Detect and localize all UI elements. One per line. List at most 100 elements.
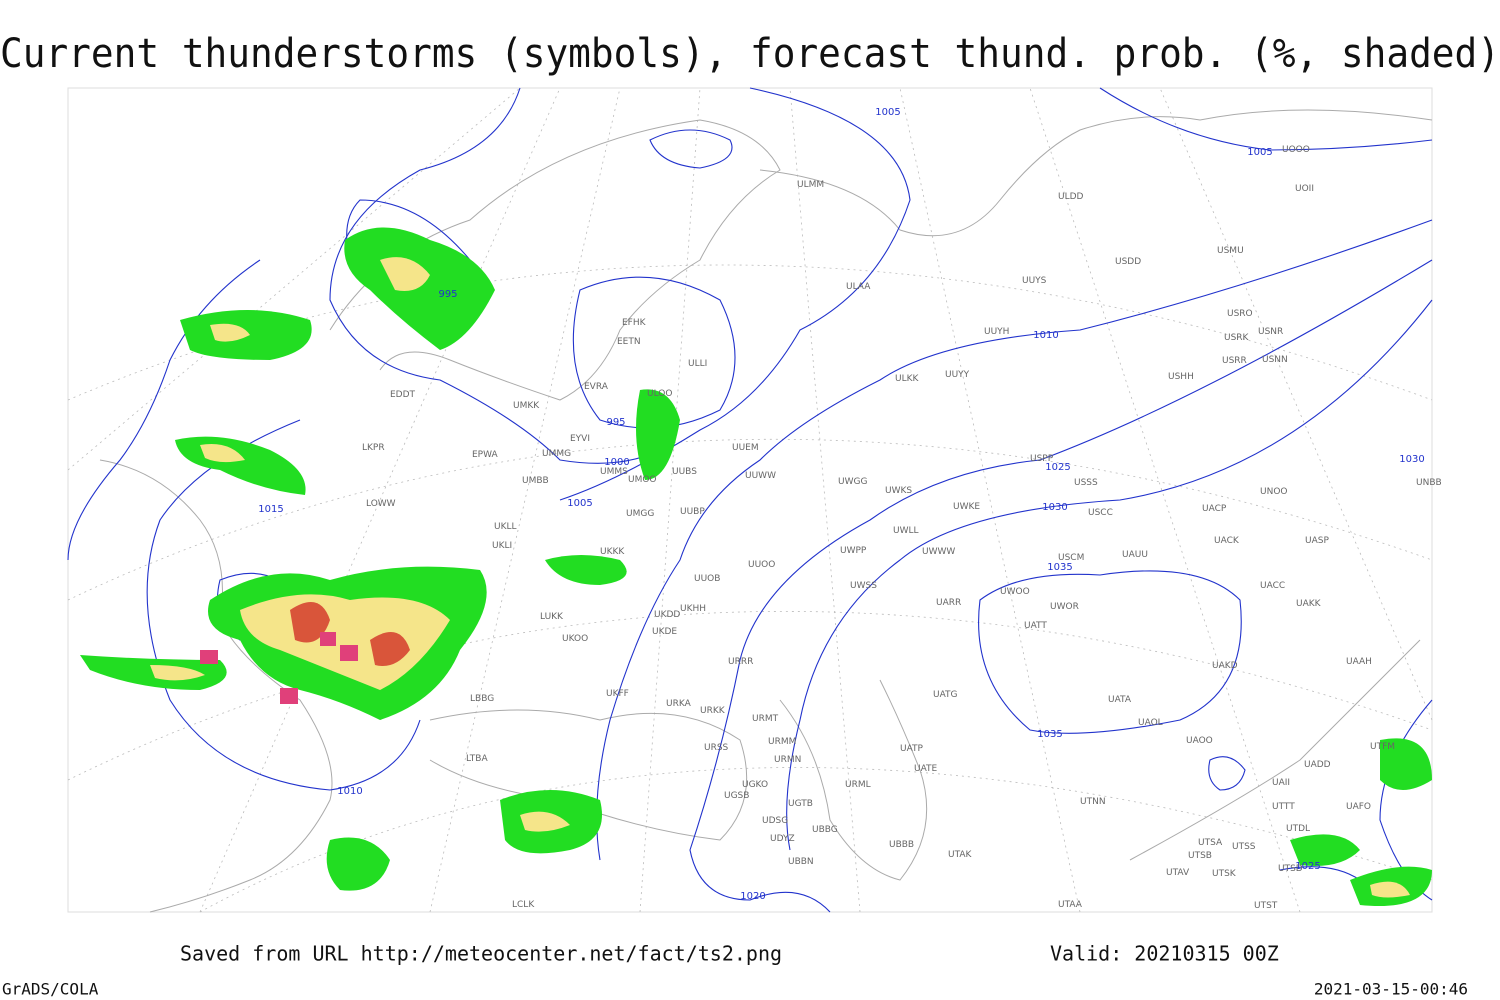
station-label: LOWW <box>366 499 396 509</box>
station-label: UWSS <box>850 581 877 591</box>
station-label: UUYH <box>984 327 1009 337</box>
isobar-label: 1015 <box>258 504 283 515</box>
station-label: USRO <box>1227 309 1253 319</box>
valid-time: Valid: 20210315 00Z <box>1050 942 1279 966</box>
station-label: UUOO <box>748 560 775 570</box>
isobar-label: 995 <box>438 289 457 300</box>
station-label: USDD <box>1115 257 1141 267</box>
isobar-label: 1010 <box>1033 330 1058 341</box>
station-label: ULOO <box>647 389 672 399</box>
station-label: UKDE <box>652 627 677 637</box>
station-label: UTDL <box>1286 824 1310 834</box>
station-label: UUYY <box>945 370 970 380</box>
station-label: UTSB <box>1188 851 1212 861</box>
station-label: UTAA <box>1058 900 1083 910</box>
station-label: UUBS <box>672 467 697 477</box>
station-label: UAKK <box>1296 599 1322 609</box>
isobar-label: 1025 <box>1295 861 1320 872</box>
station-label: UKLI <box>492 541 512 551</box>
isobar-label: 1030 <box>1042 502 1067 513</box>
station-label: UTNN <box>1080 797 1106 807</box>
station-label: USRK <box>1224 333 1250 343</box>
station-label: EETN <box>617 337 641 347</box>
thunderstorm-probability-shading <box>80 227 1432 906</box>
station-label: UWWW <box>922 547 955 557</box>
station-label: UGTB <box>788 799 813 809</box>
station-label: UWGG <box>838 477 867 487</box>
station-label: URMN <box>774 755 801 765</box>
station-label: UATP <box>900 744 924 754</box>
station-label: UDSG <box>762 816 788 826</box>
station-label: UARR <box>936 598 961 608</box>
station-label: URSS <box>704 743 729 753</box>
station-label: UAII <box>1272 778 1290 788</box>
station-label: USCC <box>1088 508 1113 518</box>
station-label: UUEM <box>732 443 759 453</box>
isobar-label: 1025 <box>1045 462 1070 473</box>
isobar-labels: 1005 1005 995 1010 995 1000 1005 1015 1025 1030 10… <box>258 107 1424 902</box>
station-label: UUYS <box>1022 276 1047 286</box>
station-label: UBBB <box>889 840 914 850</box>
station-label: UTSA <box>1198 838 1223 848</box>
station-label: UDYZ <box>770 834 795 844</box>
isobar-label: 1035 <box>1047 562 1072 573</box>
station-label: UTFM <box>1370 742 1395 752</box>
thunderstorm-symbols <box>200 632 358 704</box>
station-label: USPP <box>1030 454 1054 464</box>
station-label: UOOO <box>1282 145 1310 155</box>
station-label: EYVI <box>570 434 590 444</box>
station-label: UAKD <box>1212 661 1238 671</box>
station-label: UMKK <box>513 401 540 411</box>
station-label: UWPP <box>840 546 867 556</box>
station-label: USNR <box>1258 327 1283 337</box>
station-label: UTSK <box>1212 869 1237 879</box>
station-label: URMM <box>768 737 796 747</box>
station-label: USSS <box>1074 478 1098 488</box>
station-label: UKHH <box>680 604 706 614</box>
station-label: UACC <box>1260 581 1285 591</box>
station-label: UMOO <box>628 475 657 485</box>
station-label: URML <box>845 780 871 790</box>
isobar-label: 995 <box>606 417 625 428</box>
station-label: LUKK <box>540 612 564 622</box>
station-label: UAAH <box>1346 657 1372 667</box>
source-url: Saved from URL http://meteocenter.net/fa… <box>180 942 782 966</box>
station-label: UASP <box>1305 536 1329 546</box>
station-label: UMMS <box>600 467 628 477</box>
station-label: LCLK <box>512 900 535 910</box>
station-label: UTSD <box>1278 864 1303 874</box>
station-label: URMT <box>752 714 779 724</box>
station-label: UKKK <box>600 547 625 557</box>
station-label: UNBB <box>1416 478 1442 488</box>
station-label: UUWW <box>745 471 776 481</box>
isobar-label: 1030 <box>1399 454 1424 465</box>
station-label: USMU <box>1217 246 1244 256</box>
station-label: UOII <box>1295 184 1314 194</box>
station-label: UADD <box>1304 760 1331 770</box>
title: Current thunderstorms (symbols), forecas… <box>0 31 1500 77</box>
station-label: UAOL <box>1138 718 1163 728</box>
station-label: EVRA <box>584 382 609 392</box>
isobar-label: 1005 <box>875 107 900 118</box>
station-label: EDDT <box>390 390 416 400</box>
station-label: UBBN <box>788 857 814 867</box>
station-label: UKLL <box>494 522 517 532</box>
station-label: UBBG <box>812 825 838 835</box>
station-label: UMGG <box>626 509 654 519</box>
station-label: URKA <box>666 699 692 709</box>
station-label: UAOO <box>1186 736 1213 746</box>
station-label: USRR <box>1222 356 1247 366</box>
station-label: UUBP <box>680 507 705 517</box>
station-label: LBBG <box>470 694 494 704</box>
station-label: UKDD <box>654 610 680 620</box>
station-label: ULMM <box>797 180 824 190</box>
station-label: UWOO <box>1000 587 1030 597</box>
isobar-label: 1035 <box>1037 729 1062 740</box>
isobar-label: 1020 <box>740 891 765 902</box>
station-label: UWKE <box>953 502 980 512</box>
station-label: UTTT <box>1272 802 1295 812</box>
timestamp: 2021-03-15-00:46 <box>1314 980 1468 999</box>
station-label: UMBB <box>522 476 549 486</box>
station-label: UNOO <box>1260 487 1288 497</box>
station-label: UATG <box>933 690 958 700</box>
